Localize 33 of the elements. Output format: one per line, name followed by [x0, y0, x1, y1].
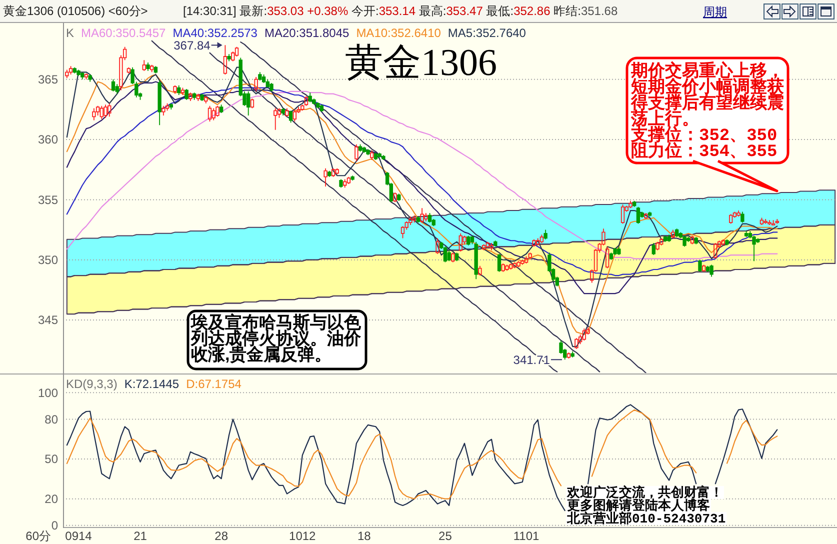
y-tick-label: 100	[38, 386, 58, 400]
text: MA60:350.5457	[81, 26, 166, 40]
y-tick-label: 0	[51, 518, 58, 533]
x-axis-title: 60分	[26, 529, 51, 543]
x-tick-label: 1012	[289, 529, 316, 543]
y-tick-label: 20	[44, 492, 58, 506]
text: MA10:352.6410	[356, 26, 442, 40]
text: 周期	[703, 5, 727, 19]
text: [14:30:31] 最新:353.03 +0.38% 今开:353.14 最高:353.47 最低:352.86 昨结:351.68	[183, 4, 618, 18]
annotation: 埃及宣布哈马斯与以色列达成停火协议。油价收涨,贵金属反弹。	[190, 313, 362, 364]
text: K:72.1445	[124, 377, 180, 391]
chart-subtitle: 黄金1306 (010506) <60分>	[3, 4, 148, 18]
y-tick-label: 360	[38, 132, 58, 147]
y-tick-label: 365	[38, 72, 58, 87]
y-tick-label: 80	[44, 412, 58, 426]
text: MA20:351.8045	[264, 26, 350, 40]
text: D:67.1754	[186, 377, 242, 391]
x-tick-label: 1101	[513, 529, 540, 543]
y-tick-label: 355	[38, 192, 58, 207]
annotation: 367.84	[174, 38, 211, 52]
text: 黄金1306	[344, 42, 497, 84]
x-tick-label: 21	[134, 529, 148, 543]
chart-title: KD(9,3,3)	[66, 377, 118, 391]
x-tick-label: 28	[214, 529, 228, 543]
text: MA5:352.7640	[448, 26, 526, 40]
y-tick-label: 345	[38, 313, 58, 328]
x-tick-label: 25	[438, 529, 452, 543]
x-tick-label: 0914	[65, 529, 92, 543]
x-tick-label: 18	[357, 529, 372, 543]
y-tick-label: 350	[38, 253, 58, 268]
y-tick-label: 50	[44, 452, 58, 466]
legend-title: K	[66, 26, 74, 40]
text: MA40:352.2573	[172, 26, 258, 40]
